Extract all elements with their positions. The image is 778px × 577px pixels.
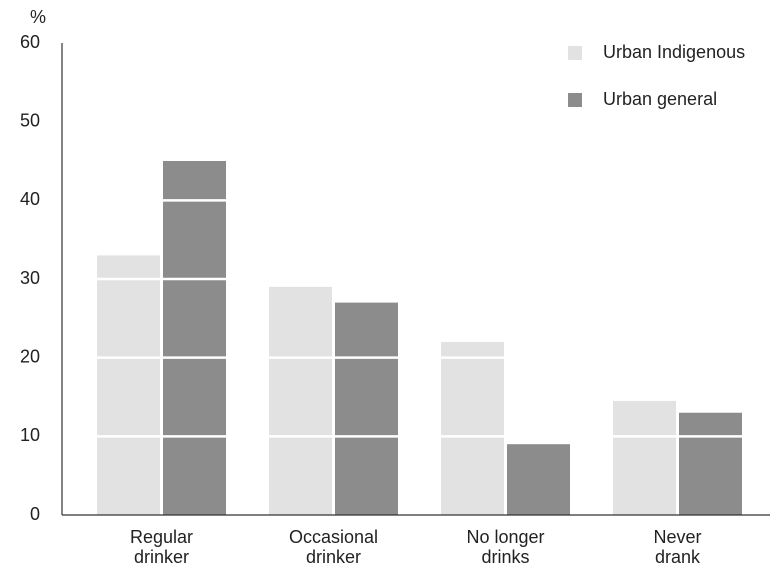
bar [507, 444, 570, 515]
bar [441, 341, 504, 515]
y-tick-label: 50 [20, 110, 40, 130]
y-tick-label: 40 [20, 189, 40, 209]
y-axis-label: % [30, 7, 46, 27]
bar [163, 161, 226, 515]
y-tick-label: 10 [20, 425, 40, 445]
x-tick-label: Never drank [653, 527, 702, 567]
bar [269, 286, 332, 515]
y-tick-label: 30 [20, 268, 40, 288]
bar [613, 400, 676, 515]
x-tick-label: No longer drinks [466, 527, 545, 567]
legend-swatch [568, 93, 582, 107]
y-tick-label: 20 [20, 346, 40, 366]
legend-swatch [568, 46, 582, 60]
legend-label: Urban general [603, 89, 717, 109]
y-tick-label: 60 [20, 32, 40, 52]
y-tick-label: 0 [30, 504, 40, 524]
x-tick-label: Occasional drinker [288, 527, 379, 567]
legend-label: Urban Indigenous [603, 42, 745, 62]
bar [97, 255, 160, 515]
x-tick-label: Regular drinker [129, 527, 194, 567]
bar [679, 412, 742, 515]
bar [335, 302, 398, 515]
